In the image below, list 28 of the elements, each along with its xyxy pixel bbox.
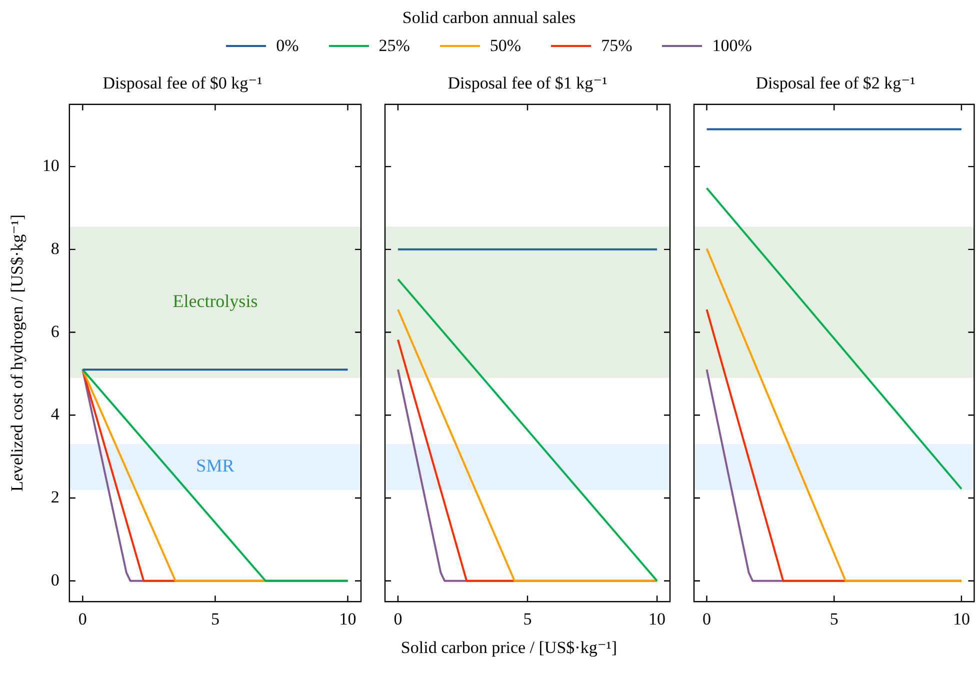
chart-title: Disposal fee of $0 kg⁻¹	[102, 74, 262, 93]
x-tick-label: 5	[523, 609, 532, 628]
y-tick-label: 0	[50, 570, 60, 590]
x-tick-label: 10	[339, 609, 356, 628]
y-tick-label: 4	[50, 404, 60, 424]
chart-title: Disposal fee of $2 kg⁻¹	[756, 74, 916, 93]
legend-label: 0%	[276, 36, 299, 56]
legend-label: 25%	[378, 36, 410, 56]
chart-title: Disposal fee of $1 kg⁻¹	[448, 74, 608, 93]
band-label: SMR	[196, 456, 234, 476]
y-tick-label: 8	[50, 238, 60, 258]
y-axis-title: Levelized cost of hydrogen / [US$·kg⁻¹]	[8, 214, 27, 492]
x-axis-title: Solid carbon price / [US$·kg⁻¹]	[400, 638, 618, 658]
legend-label: 75%	[601, 36, 632, 56]
x-tick-label: 0	[78, 609, 87, 628]
y-tick-label: 10	[42, 156, 60, 176]
y-tick-label: 6	[50, 322, 60, 341]
x-tick-label: 0	[394, 609, 402, 628]
x-tick-label: 10	[648, 609, 666, 628]
band-label: Electrolysis	[172, 290, 258, 311]
legend-label: 100%	[712, 36, 752, 56]
x-tick-label: 5	[210, 609, 220, 628]
x-tick-label: 0	[702, 609, 711, 628]
x-tick-label: 5	[830, 609, 838, 628]
legend-title: Solid carbon annual sales	[401, 7, 577, 28]
legend-label: 50%	[490, 36, 522, 56]
y-tick-label: 2	[50, 487, 60, 506]
x-tick-label: 10	[952, 609, 970, 628]
